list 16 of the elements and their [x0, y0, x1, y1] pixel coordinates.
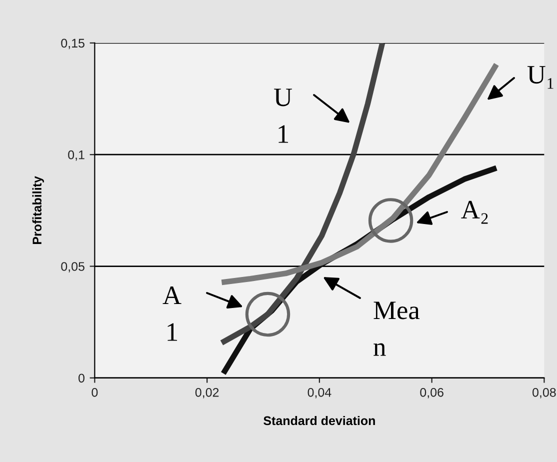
y-tick-label: 0,05 [61, 262, 84, 272]
x-tick-label: 0,02 [195, 388, 219, 398]
annotation: U 1 [274, 88, 292, 143]
y-axis-title: Profitability [32, 176, 44, 244]
annotation: U₁ [527, 66, 554, 89]
y-tick-label: 0,1 [68, 150, 84, 161]
annotation: A 1 [162, 286, 182, 341]
x-tick-label: 0,04 [308, 388, 332, 398]
annotation: Mea n [374, 302, 420, 356]
annotation: A₂ [461, 200, 488, 224]
y-tick-label: 0 [78, 374, 84, 383]
y-tick-label: 0,15 [61, 38, 84, 50]
x-axis-title: Standard deviation [264, 416, 375, 426]
x-tick-label: 0 [92, 388, 98, 397]
x-tick-label: 0,06 [420, 388, 444, 398]
x-tick-label: 0,08 [532, 388, 556, 398]
